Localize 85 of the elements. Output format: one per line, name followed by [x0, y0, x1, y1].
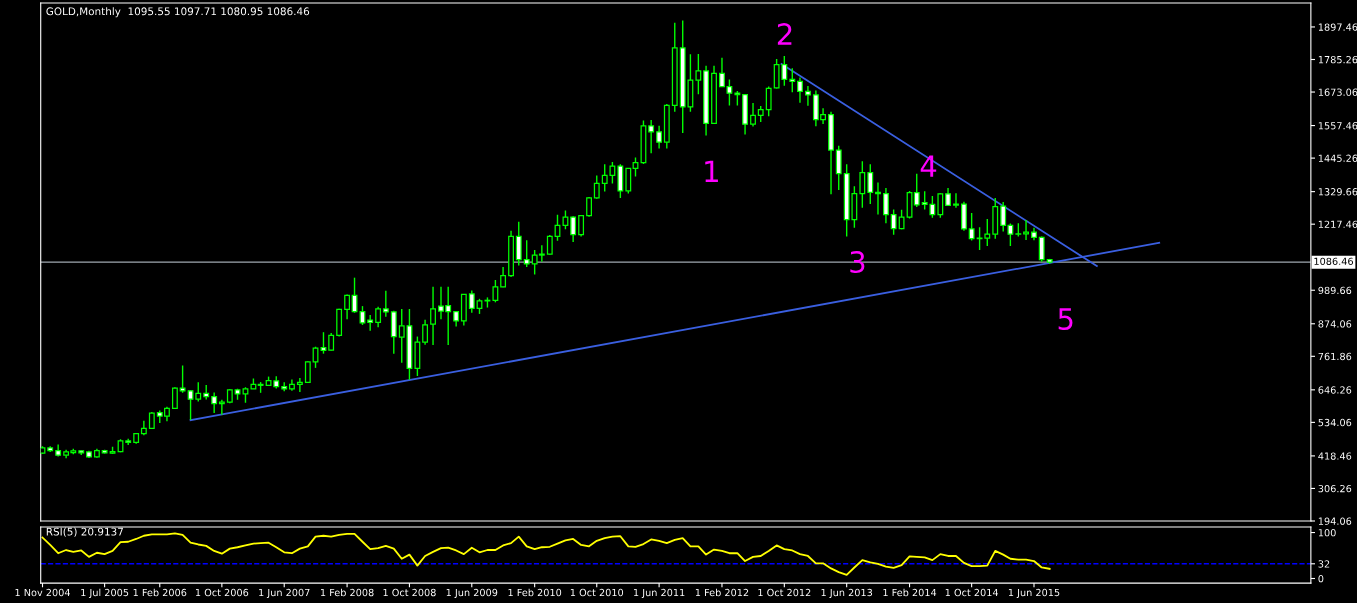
- chart-title: GOLD,Monthly 1095.55 1097.71 1080.95 1086.46: [46, 7, 310, 18]
- candlestick: [218, 399, 225, 416]
- candlestick: [546, 234, 553, 256]
- y-tick-label: 306.26: [1318, 484, 1352, 493]
- candlestick: [586, 196, 592, 218]
- candlestick: [296, 377, 303, 393]
- x-tick-label: 1 Nov 2004: [15, 588, 70, 597]
- candlestick: [375, 305, 382, 328]
- candlestick: [1023, 219, 1029, 241]
- y-tick-label: 1445.26: [1318, 154, 1357, 162]
- annotation: 4: [920, 155, 937, 177]
- candlestick: [468, 289, 475, 314]
- y-tick-label: 1897.46: [1318, 23, 1357, 31]
- candlestick: [656, 125, 663, 150]
- candlestick: [562, 209, 569, 230]
- annotation: 5: [1058, 308, 1073, 331]
- y-tick-label: 761.86: [1318, 352, 1352, 361]
- y-tick-label: 534.06: [1318, 418, 1352, 427]
- x-tick-label: 1 Oct 2010: [570, 588, 624, 597]
- ref-line-label: 1086.46: [1314, 257, 1353, 265]
- candlestick: [867, 163, 874, 205]
- annotation: 3: [850, 250, 865, 274]
- candlestick: [859, 160, 866, 209]
- y-tick-label: 100: [1318, 529, 1336, 537]
- candlestick: [578, 214, 585, 238]
- x-tick-label: 1 Jun 2009: [446, 588, 498, 598]
- chart-title: RSI(5) 20.9137: [46, 527, 123, 537]
- y-tick-label: 1785.26: [1318, 55, 1357, 64]
- candlestick: [500, 266, 507, 288]
- x-tick-label: 1 Oct 2012: [758, 588, 811, 597]
- candlestick: [523, 239, 530, 268]
- candlestick: [804, 85, 811, 107]
- candlestick: [422, 319, 429, 346]
- candlestick: [695, 53, 702, 96]
- candlestick: [797, 76, 803, 104]
- candlestick: [890, 208, 897, 236]
- x-tick-label: 1 Feb 2008: [320, 588, 374, 597]
- candlestick: [570, 215, 577, 243]
- candlestick: [382, 290, 389, 318]
- candlestick: [968, 212, 975, 242]
- candlestick: [593, 174, 600, 200]
- x-tick-label: 1 Oct 2006: [195, 588, 249, 597]
- candlestick: [1038, 235, 1045, 263]
- y-tick-label: 418.46: [1318, 452, 1352, 460]
- candlestick: [789, 67, 796, 94]
- candlestick: [937, 192, 944, 219]
- y-tick-label: 1673.06: [1318, 88, 1357, 96]
- candlestick: [492, 279, 499, 304]
- candlestick: [359, 305, 366, 326]
- x-tick-label: 1 Oct 2014: [945, 588, 999, 597]
- candlestick: [835, 145, 842, 191]
- y-tick-label: 989.66: [1318, 286, 1352, 295]
- y-tick-label: 1329.66: [1318, 188, 1357, 196]
- annotation: 2: [777, 23, 792, 45]
- candlestick: [304, 360, 311, 384]
- candlestick: [875, 181, 881, 216]
- x-tick-label: 1 Jun 2015: [1008, 588, 1060, 598]
- candlestick: [625, 167, 632, 195]
- candlestick: [211, 391, 218, 414]
- y-tick-label: 646.26: [1318, 386, 1352, 394]
- x-tick-label: 1 Feb 2014: [883, 588, 937, 597]
- candlestick: [515, 221, 522, 267]
- candlestick: [883, 187, 889, 224]
- y-tick-label: 874.06: [1318, 320, 1352, 328]
- candlestick: [367, 314, 374, 332]
- x-tick-label: 1 Jun 2013: [821, 588, 873, 598]
- x-tick-label: 1 Jun 2007: [259, 588, 310, 598]
- x-tick-label: 1 Feb 2012: [695, 588, 749, 597]
- x-tick-label: 1 Feb 2010: [508, 588, 562, 597]
- candlestick: [430, 285, 436, 346]
- y-tick-label: 1557.46: [1318, 122, 1357, 130]
- y-tick-label: 0: [1318, 574, 1324, 583]
- candlestick: [648, 119, 655, 154]
- candlestick: [765, 85, 772, 117]
- annotation: 1: [705, 160, 718, 182]
- y-tick-label: 1217.46: [1318, 220, 1357, 229]
- candlestick: [750, 102, 756, 128]
- candlestick: [344, 293, 351, 320]
- y-tick-label: 194.06: [1318, 517, 1352, 525]
- y-tick-label: 32: [1318, 560, 1330, 568]
- x-tick-label: 1 Oct 2008: [383, 588, 436, 597]
- candlestick: [953, 192, 959, 209]
- x-tick-label: 1 Jun 2011: [634, 588, 685, 598]
- x-tick-label: 1 Feb 2006: [133, 588, 187, 597]
- x-tick-label: 1 Jul 2005: [81, 588, 129, 598]
